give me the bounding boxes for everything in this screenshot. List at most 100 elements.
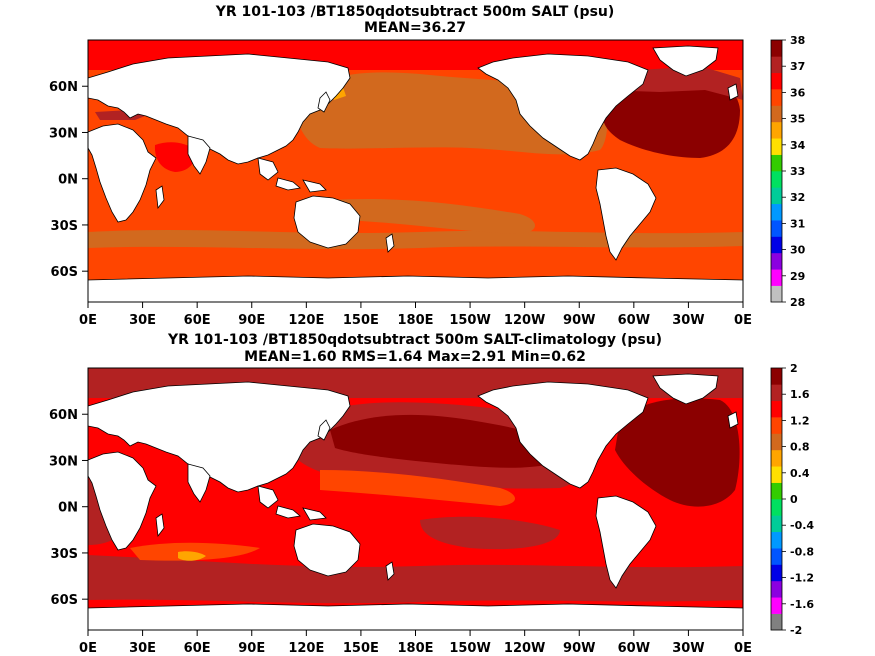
x-tick-label: 60W [618, 313, 650, 328]
colorbar-tick-label: 33 [790, 165, 805, 178]
chart-2-colorbar: 2 1.6 1.2 0.8 0.4 0 -0.4 -0.8 -1.2 -1.6 -2 [770, 362, 814, 637]
x-tick-label: 30W [672, 641, 704, 656]
colorbar-segment [771, 384, 782, 402]
x-tick-label: 30E [129, 313, 156, 328]
north-atlantic-region [615, 398, 740, 507]
colorbar-tick-label: -1.6 [790, 598, 814, 611]
x-tick-label: 0E [734, 641, 752, 656]
colorbar-segment [771, 138, 782, 155]
indian-ocean-tongue-region [130, 542, 260, 561]
chart-2-subtitle: MEAN=1.60 RMS=1.64 Max=2.91 Min=0.62 [244, 349, 586, 365]
x-tick-label: 90E [238, 313, 265, 328]
y-tick-label: 60N [49, 80, 78, 95]
colorbar-segment [771, 236, 782, 254]
colorbar-segment [771, 187, 782, 205]
colorbar-segment [771, 89, 782, 106]
colorbar-tick-label: 37 [790, 60, 805, 73]
chart-1-title: YR 101-103 /BT1850qdotsubtract 500m SALT… [215, 4, 615, 20]
x-tick-label: 90E [238, 641, 265, 656]
y-tick-label: 30S [51, 219, 78, 234]
colorbar-tick-label: 2 [790, 362, 798, 375]
colorbar-segment [771, 613, 782, 631]
colorbar-segment [771, 482, 782, 500]
colorbar-segment [771, 121, 782, 139]
colorbar-segment [771, 400, 782, 418]
chart-2-title: YR 101-103 /BT1850qdotsubtract 500m SALT… [167, 332, 662, 348]
colorbar-tick-label: -2 [790, 624, 802, 637]
colorbar-segment [771, 40, 782, 57]
chart-1-subtitle: MEAN=36.27 [364, 20, 466, 36]
arabian-sea-region [154, 142, 196, 172]
colorbar-segment [771, 515, 782, 533]
chart-2-map [88, 368, 743, 630]
x-tick-label: 60W [618, 641, 650, 656]
colorbar-tick-label: 30 [790, 244, 806, 257]
x-tick-label: 0E [734, 313, 752, 328]
x-tick-label: 60E [184, 313, 211, 328]
x-tick-label: 120E [288, 313, 324, 328]
colorbar-tick-label: 35 [790, 113, 805, 126]
x-tick-label: 30W [672, 313, 704, 328]
southern-ocean-band-region [88, 230, 743, 250]
north-atlantic-region [603, 72, 740, 158]
x-tick-label: 120E [288, 641, 324, 656]
colorbar-tick-label: 0.4 [790, 467, 810, 480]
x-tick-label: 60E [184, 641, 211, 656]
colorbar-segment [771, 285, 782, 303]
x-tick-label: 0E [79, 641, 97, 656]
colorbar-tick-label: -1.2 [790, 572, 814, 585]
southern-ocean-region [88, 555, 743, 604]
colorbar-segment [771, 531, 782, 549]
colorbar-segment [771, 56, 782, 74]
chart-1-map [88, 40, 743, 302]
colorbar-tick-label: 38 [790, 34, 805, 47]
colorbar-segment [771, 171, 782, 188]
colorbar-segment [771, 499, 782, 516]
y-tick-label: 60N [49, 408, 78, 423]
x-tick-label: 150E [343, 641, 379, 656]
colorbar-segment [771, 417, 782, 434]
x-tick-label: 150W [449, 641, 490, 656]
x-tick-label: 180E [397, 313, 433, 328]
x-tick-label: 0E [79, 313, 97, 328]
colorbar-tick-label: 36 [790, 86, 806, 99]
chart-1-axes: 0E 30E 60E 90E 120E 150E 180E 150W 120W 90W 60W 30W… [49, 80, 752, 328]
colorbar-segment [771, 548, 782, 565]
se-pacific-region [330, 198, 535, 234]
y-tick-label: 30S [51, 547, 78, 562]
colorbar-tick-label: 34 [790, 139, 806, 152]
colorbar-segment [771, 433, 782, 451]
colorbar-segment [771, 597, 782, 614]
colorbar-segment [771, 105, 782, 123]
colorbar-segment [771, 252, 782, 270]
y-tick-label: 60S [51, 265, 78, 280]
colorbar-segment [771, 154, 782, 172]
north-pacific-core-region [330, 414, 575, 468]
colorbar-tick-label: 1.6 [790, 388, 810, 401]
orange-spot-region [178, 551, 206, 561]
colorbar-tick-label: 31 [790, 217, 805, 230]
colorbar-segment [771, 449, 782, 467]
south-pacific-region [420, 516, 560, 550]
colorbar-segment [771, 220, 782, 237]
x-tick-label: 30E [129, 641, 156, 656]
y-tick-label: 30N [49, 126, 78, 141]
x-tick-label: 180E [397, 641, 433, 656]
x-tick-label: 90W [563, 313, 595, 328]
x-tick-label: 90W [563, 641, 595, 656]
y-tick-label: 30N [49, 454, 78, 469]
colorbar-tick-label: 0.8 [790, 441, 810, 454]
colorbar-segment [771, 269, 782, 286]
colorbar-tick-label: 29 [790, 270, 805, 283]
x-tick-label: 150W [449, 313, 490, 328]
chart-1-colorbar: 38 37 36 35 34 33 32 31 30 29 28 [770, 34, 806, 309]
y-tick-label: 0N [58, 173, 78, 188]
equatorial-pacific-region [320, 470, 515, 506]
colorbar-tick-label: 32 [790, 191, 805, 204]
colorbar-segment [771, 203, 782, 221]
colorbar-tick-label: 0 [790, 493, 798, 506]
colorbar-segment [771, 72, 782, 90]
colorbar-tick-label: -0.4 [790, 519, 814, 532]
chart-2-axes: 0E 30E 60E 90E 120E 150E 180E 150W 120W 90W 60W 30W… [49, 408, 752, 656]
